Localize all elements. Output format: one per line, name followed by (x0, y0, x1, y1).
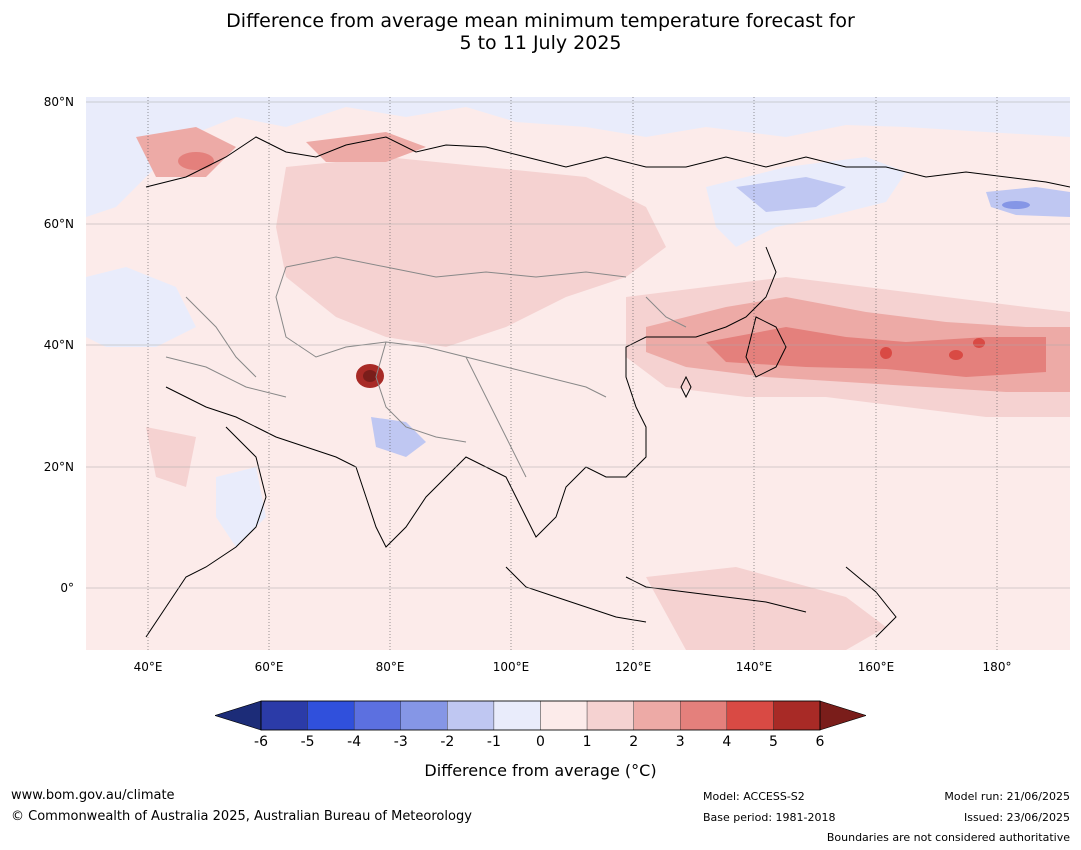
lat-label-0: 0° (60, 581, 74, 595)
footer-copyright: © Commonwealth of Australia 2025, Austra… (11, 809, 472, 824)
colorbar-cell (353, 700, 401, 731)
colorbar (215, 700, 866, 731)
colorbar-tick-label: -5 (300, 734, 315, 750)
lon-label-60e: 60°E (254, 660, 284, 674)
map-title: Difference from average mean minimum tem… (0, 10, 1081, 54)
colorbar-tick-label: 0 (536, 734, 545, 750)
footer-base-period: Base period: 1981-2018 (703, 811, 836, 824)
lon-label-120e: 120°E (614, 660, 652, 674)
forecast-map (86, 97, 1070, 650)
colorbar-cell (540, 700, 588, 731)
cool-region-east (986, 187, 1070, 217)
graticule-meridians (147, 97, 998, 650)
colorbar-border (260, 700, 821, 731)
lat-label-20n: 20°N (43, 460, 74, 474)
colorbar-cell (726, 700, 774, 731)
warm-region-central-asia (276, 157, 666, 347)
warm-core-3 (973, 338, 985, 348)
colorbar-tick-label: -4 (347, 734, 362, 750)
lon-label-180: 180° (982, 660, 1012, 674)
colorbar-cell (260, 700, 308, 731)
warm-core-hindukush-inner (363, 370, 377, 382)
cool-region-india-west (216, 467, 266, 547)
warm-region-arabia (146, 427, 196, 487)
colorbar-tick-label: 5 (768, 734, 778, 750)
cool-region-west (86, 267, 196, 347)
cool-core-east (1002, 201, 1030, 209)
colorbar-title: Difference from average (°C) (424, 761, 657, 780)
colorbar-cells (260, 700, 821, 731)
lon-label-160e: 160°E (857, 660, 895, 674)
footer-url: www.bom.gov.au/climate (11, 788, 175, 803)
warm-core-1 (880, 347, 892, 359)
colorbar-cell (307, 700, 355, 731)
colorbar-tick-label: -1 (486, 734, 501, 750)
cool-region-siberia-2 (736, 177, 846, 212)
country-boundaries (165, 256, 687, 478)
footer-issued: Issued: 23/06/2025 (963, 811, 1070, 824)
lon-label-100e: 100°E (492, 660, 530, 674)
lon-label-40e: 40°E (133, 660, 163, 674)
lat-label-80n: 80°N (43, 95, 74, 109)
colorbar-tick-label: 2 (629, 734, 639, 750)
colorbar-tick-label: -6 (254, 734, 268, 750)
cool-region-arctic (86, 97, 1070, 217)
colorbar-tick-label: -3 (393, 734, 408, 750)
lat-label-40n: 40°N (43, 338, 74, 352)
colorbar-cell (493, 700, 541, 731)
colorbar-cell (633, 700, 681, 731)
footer-model-run: Model run: 21/06/2025 (944, 790, 1070, 803)
footer-disclaimer: Boundaries are not considered authoritat… (826, 831, 1070, 844)
colorbar-above-arrow (819, 700, 866, 731)
coastlines (145, 136, 1070, 638)
title-line-1: Difference from average mean minimum tem… (226, 10, 855, 32)
graticule-parallels (86, 101, 1070, 589)
colorbar-cell (586, 700, 634, 731)
title-line-2: 5 to 11 July 2025 (459, 32, 622, 54)
warm-core-2 (949, 350, 963, 360)
lon-label-80e: 80°E (375, 660, 405, 674)
warm-region-arctic-coast (306, 132, 426, 162)
colorbar-tick-label: 1 (582, 734, 592, 750)
map-svg (86, 97, 1070, 650)
lon-label-140e: 140°E (735, 660, 773, 674)
colorbar-tick-label: 6 (815, 734, 825, 750)
colorbar-tick-label: 3 (675, 734, 685, 750)
footer-model: Model: ACCESS-S2 (703, 790, 805, 803)
colorbar-tick-label: -2 (440, 734, 455, 750)
colorbar-cell (773, 700, 821, 731)
colorbar-cell (447, 700, 495, 731)
colorbar-tick-label: 4 (722, 734, 732, 750)
colorbar-cell (680, 700, 728, 731)
colorbar-cell (400, 700, 448, 731)
cool-region-tibet (371, 417, 426, 457)
colorbar-below-arrow (215, 700, 262, 731)
warm-core-scandinavia (178, 152, 214, 170)
lat-label-60n: 60°N (43, 217, 74, 231)
